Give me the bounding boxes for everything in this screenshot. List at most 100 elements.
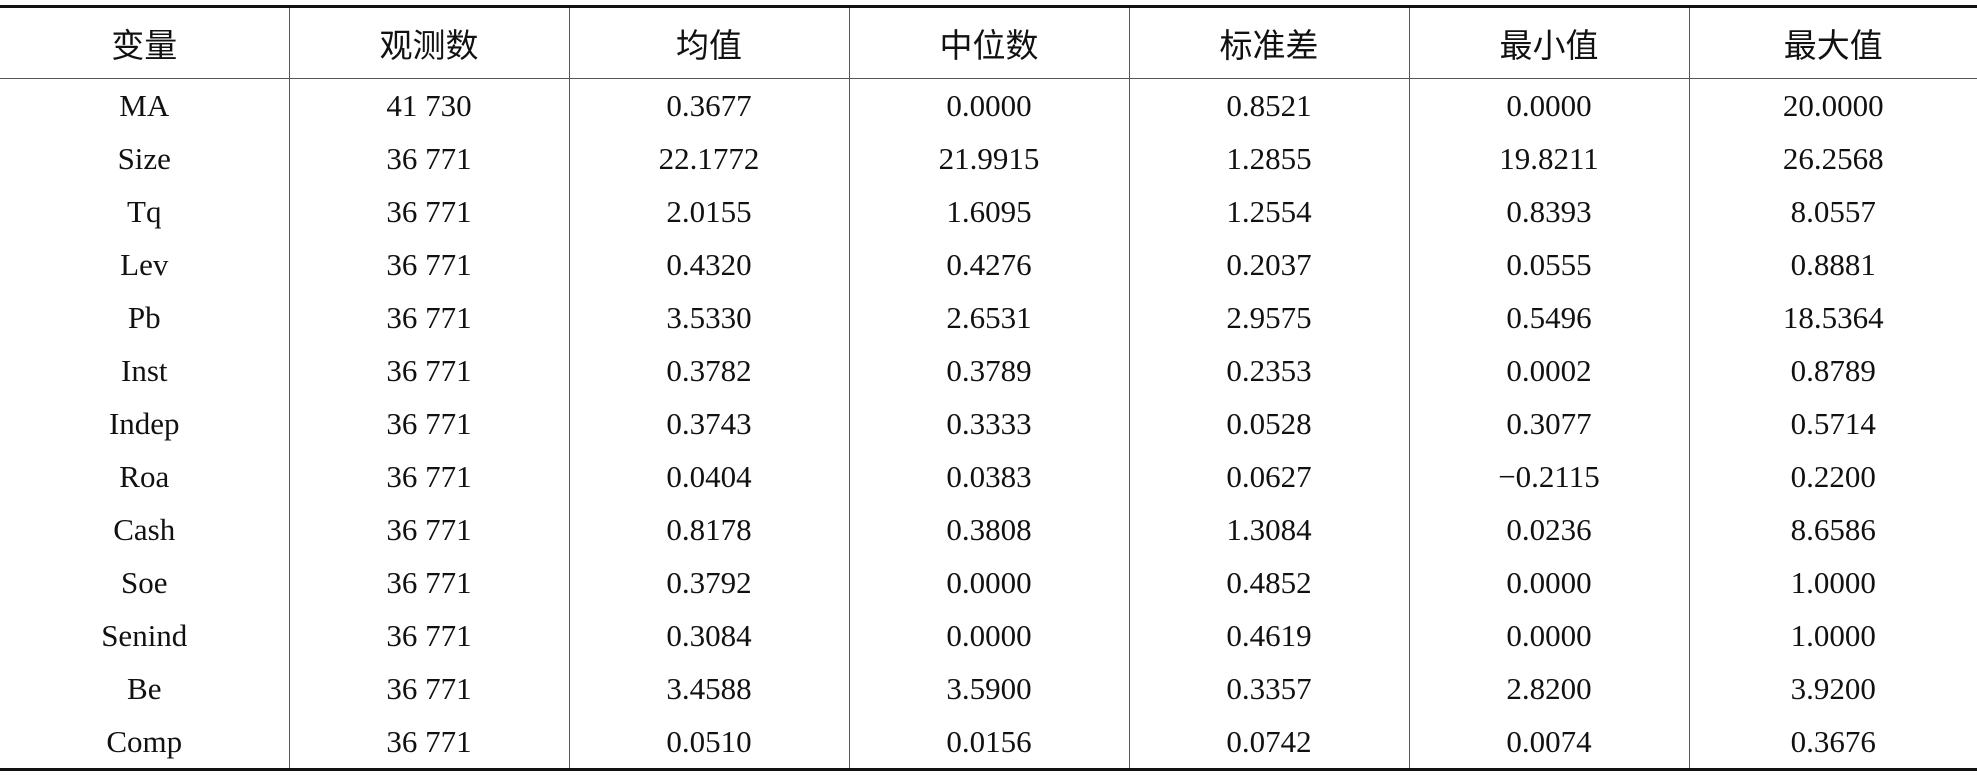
value-cell: 0.8178 [568,503,849,556]
variable-cell: Roa [119,458,170,494]
header-cell: 标准差 [1128,6,1409,79]
header-row: 变量 观测数 均值 中位数 标准差 最小值 最大值 [0,6,1977,79]
table-row: Pb 36 771 3.5330 2.6531 2.9575 0.5496 18.5364 [0,291,1977,344]
value-cell: 0.3084 [568,609,849,662]
value-cell: 2.6531 [848,291,1129,344]
value-cell: 20.0000 [1688,78,1977,132]
value-cell: 2.0155 [568,185,849,238]
variable-cell: Cash [113,511,176,547]
value-cell: 0.5496 [1408,291,1689,344]
header-cell: 中位数 [848,6,1129,79]
value-cell: 3.5900 [848,662,1129,715]
value-cell: 0.8393 [1408,185,1689,238]
variable-cell: Senind [101,617,188,653]
value-cell: 0.8789 [1688,344,1977,397]
table-row: Inst 36 771 0.3782 0.3789 0.2353 0.0002 0.8789 [0,344,1977,397]
value-cell: 0.8881 [1688,238,1977,291]
header-cell: 最小值 [1408,6,1689,79]
value-cell: 0.8521 [1128,78,1409,132]
value-cell: 0.0000 [848,609,1129,662]
value-cell: 0.4619 [1128,609,1409,662]
value-cell: 0.0074 [1408,715,1689,770]
value-cell: 0.0555 [1408,238,1689,291]
value-cell: 0.0000 [1408,78,1689,132]
variable-cell: Indep [108,405,180,441]
value-cell: 0.3782 [568,344,849,397]
header-cell: 最大值 [1688,6,1977,79]
value-cell: 36 771 [288,185,569,238]
value-cell: 19.8211 [1408,132,1689,185]
value-cell: 0.3789 [848,344,1129,397]
value-cell: 0.3743 [568,397,849,450]
value-cell: 0.0236 [1408,503,1689,556]
value-cell: 1.2554 [1128,185,1409,238]
variable-cell: Be [127,670,162,706]
table-row: Cash 36 771 0.8178 0.3808 1.3084 0.0236 8.6586 [0,503,1977,556]
value-cell: 1.0000 [1688,609,1977,662]
value-cell: 0.0000 [848,556,1129,609]
header-cell: 观测数 [288,6,569,79]
value-cell: 1.0000 [1688,556,1977,609]
value-cell: 0.2037 [1128,238,1409,291]
value-cell: 0.0383 [848,450,1129,503]
header-cell: 均值 [568,6,849,79]
variable-cell: Tq [127,193,162,229]
table-row: Roa 36 771 0.0404 0.0383 0.0627 −0.2115 0.2200 [0,450,1977,503]
value-cell: 0.2353 [1128,344,1409,397]
value-cell: 36 771 [288,132,569,185]
value-cell: 36 771 [288,450,569,503]
value-cell: 0.3808 [848,503,1129,556]
table-row: Comp 36 771 0.0510 0.0156 0.0742 0.0074 0.3676 [0,715,1977,770]
value-cell: 3.5330 [568,291,849,344]
value-cell: 0.0002 [1408,344,1689,397]
value-cell: 0.5714 [1688,397,1977,450]
table-body: MA 41 730 0.3677 0.0000 0.8521 0.0000 20.0000 S… [0,78,1977,770]
value-cell: 22.1772 [568,132,849,185]
variable-cell: Comp [106,723,183,759]
value-cell: 8.0557 [1688,185,1977,238]
value-cell: 36 771 [288,344,569,397]
variable-cell: Lev [120,246,169,282]
value-cell: 18.5364 [1688,291,1977,344]
value-cell: 0.0000 [1408,609,1689,662]
value-cell: 0.4320 [568,238,849,291]
value-cell: 0.0000 [848,78,1129,132]
table-row: Size 36 771 22.1772 21.9915 1.2855 19.8211 26.… [0,132,1977,185]
table-row: Be 36 771 3.4588 3.5900 0.3357 2.8200 3.9200 [0,662,1977,715]
value-cell: 0.3357 [1128,662,1409,715]
value-cell: 2.8200 [1408,662,1689,715]
value-cell: 0.3676 [1688,715,1977,770]
table-row: Indep 36 771 0.3743 0.3333 0.0528 0.3077 0.571… [0,397,1977,450]
value-cell: 0.3677 [568,78,849,132]
value-cell: 26.2568 [1688,132,1977,185]
value-cell: 36 771 [288,715,569,770]
variable-cell: MA [119,87,170,123]
value-cell: 36 771 [288,556,569,609]
variable-cell: Size [117,140,171,176]
variable-cell: Inst [121,352,168,388]
header-cell: 变量 [0,6,289,79]
value-cell: 36 771 [288,662,569,715]
value-cell: 0.4276 [848,238,1129,291]
table-row: Soe 36 771 0.3792 0.0000 0.4852 0.0000 1.0000 [0,556,1977,609]
table-row: MA 41 730 0.3677 0.0000 0.8521 0.0000 20.0000 [0,78,1977,132]
value-cell: 1.3084 [1128,503,1409,556]
value-cell: 0.0510 [568,715,849,770]
value-cell: −0.2115 [1408,450,1689,503]
table-row: Senind 36 771 0.3084 0.0000 0.4619 0.0000 1.00… [0,609,1977,662]
value-cell: 36 771 [288,609,569,662]
value-cell: 0.3333 [848,397,1129,450]
value-cell: 0.0000 [1408,556,1689,609]
value-cell: 2.9575 [1128,291,1409,344]
value-cell: 3.9200 [1688,662,1977,715]
value-cell: 0.4852 [1128,556,1409,609]
value-cell: 8.6586 [1688,503,1977,556]
table-row: Tq 36 771 2.0155 1.6095 1.2554 0.8393 8.0557 [0,185,1977,238]
value-cell: 0.2200 [1688,450,1977,503]
variable-cell: Soe [121,564,168,600]
value-cell: 0.3792 [568,556,849,609]
variable-cell: Pb [127,299,161,335]
value-cell: 1.6095 [848,185,1129,238]
value-cell: 0.3077 [1408,397,1689,450]
value-cell: 0.0742 [1128,715,1409,770]
